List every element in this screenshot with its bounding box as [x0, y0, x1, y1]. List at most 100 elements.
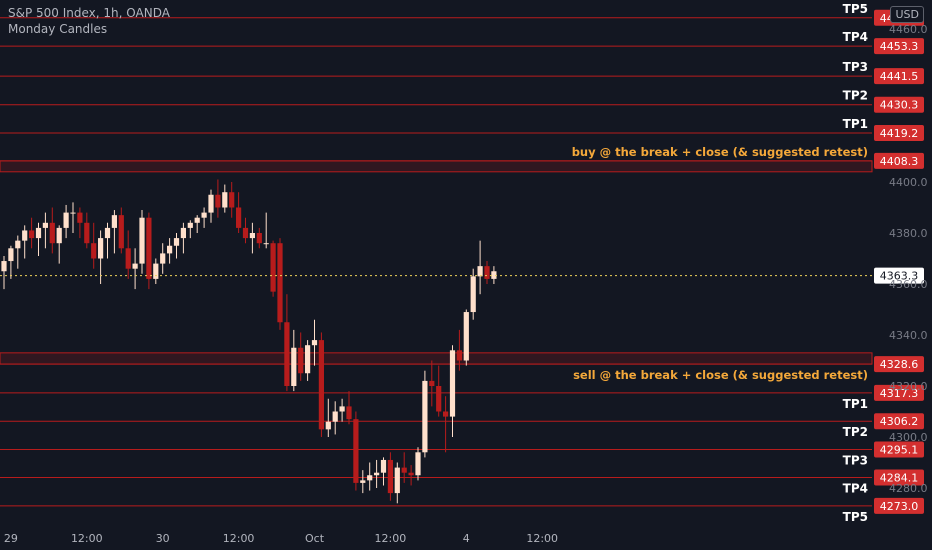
candle-body: [339, 406, 345, 412]
candle-body: [180, 227, 186, 239]
candle-body: [491, 271, 497, 279]
candle-body: [187, 222, 193, 228]
candle-body: [249, 233, 255, 239]
price-label-badge: [874, 96, 924, 113]
price-axis: 4460.0 4400.0 4380.0 4360.0 4340.0 4320.0 4300…: [889, 23, 928, 495]
candle-body: [132, 263, 138, 269]
level-lines: 4464.4TP54453.3TP44441.5TP34430.3TP24419…: [0, 2, 924, 524]
candle-body: [1, 261, 7, 272]
price-label: 4430.3: [880, 99, 919, 112]
candle-body: [346, 406, 352, 420]
candle-body: [118, 215, 124, 249]
candle-body: [56, 227, 62, 244]
candle-body: [429, 380, 435, 386]
candle-body: [374, 472, 380, 476]
price-tick-label: 4300.0: [889, 431, 928, 444]
candle-body: [387, 459, 393, 494]
price-label-badge: [874, 384, 924, 401]
candle-body: [380, 459, 387, 473]
price-label: 4306.2: [880, 415, 919, 428]
level-zone: [0, 352, 873, 365]
price-label: 4295.1: [880, 443, 919, 456]
time-tick-label: 12:00: [375, 532, 407, 545]
tp-label: TP3: [843, 453, 868, 467]
candle-body: [91, 243, 97, 259]
current-price-line: 4363.3: [0, 267, 924, 284]
price-label-badge: [874, 413, 924, 430]
candle-body: [77, 212, 83, 223]
time-axis: 29 12:00 30 12:00 Oct 12:00 4 12:00: [4, 532, 558, 545]
candle-body: [367, 475, 373, 481]
candle-body: [298, 347, 304, 374]
tp-label: TP2: [843, 89, 868, 103]
candle-body: [456, 350, 462, 361]
candle-body: [173, 238, 180, 246]
candle-body: [63, 212, 69, 228]
price-label: 4419.2: [880, 127, 919, 140]
tp-label: TP1: [843, 117, 868, 131]
price-label: 4273.0: [880, 500, 919, 513]
indicator-name: Monday Candles: [8, 22, 108, 36]
candle-body: [111, 215, 117, 228]
price-tick-label: 4280.0: [889, 482, 928, 495]
current-price-badge: [874, 267, 924, 284]
tp-label: TP4: [843, 482, 868, 496]
candle-body: [263, 243, 269, 245]
candle-body: [436, 386, 442, 412]
candle-body: [222, 192, 228, 208]
candle-body: [277, 243, 283, 323]
price-tick-label: 4340.0: [889, 329, 928, 342]
candle-body: [201, 212, 207, 218]
price-tick-label: 4360.0: [889, 278, 928, 291]
level-note: sell @ the break + close (& suggested re…: [573, 368, 868, 382]
price-label-badge: [874, 497, 924, 514]
candle-body: [236, 207, 242, 228]
candle-body: [256, 233, 262, 244]
price-label: 4317.3: [880, 387, 919, 400]
candle-body: [484, 266, 490, 279]
tp-label: TP5: [843, 510, 868, 524]
candle-body: [194, 217, 200, 223]
time-tick-label: 12:00: [71, 532, 103, 545]
price-tick-label: 4460.0: [889, 23, 928, 36]
candle-body: [229, 192, 235, 208]
time-tick-label: 12:00: [526, 532, 558, 545]
candle-body: [332, 411, 338, 422]
candle-body: [401, 467, 407, 473]
time-tick-label: 4: [463, 532, 470, 545]
candle-body: [394, 467, 400, 494]
candle-body: [139, 217, 145, 264]
candle-body: [84, 222, 90, 244]
candle-body: [29, 230, 35, 239]
candle-body: [70, 212, 76, 214]
candle-body: [242, 227, 249, 239]
time-tick-label: Oct: [305, 532, 325, 545]
currency-button[interactable]: USD: [890, 6, 924, 23]
candle-body: [125, 248, 131, 269]
candles: [1, 179, 497, 504]
candle-body: [443, 411, 449, 417]
candle-body: [42, 222, 48, 228]
candle-body: [325, 421, 331, 430]
candle-body: [415, 452, 421, 476]
candle-body: [318, 340, 324, 430]
price-label-badge: [874, 356, 924, 373]
current-price-label: 4363.3: [880, 270, 919, 283]
candle-body: [160, 253, 166, 264]
candle-body: [208, 194, 214, 213]
candle-body: [167, 245, 173, 254]
candle-body: [305, 345, 311, 374]
candle-body: [8, 248, 14, 262]
candle-body: [463, 312, 469, 361]
price-label-badge: [874, 68, 924, 85]
candle-body: [470, 276, 476, 313]
level-zone: [0, 160, 873, 173]
candle-body: [22, 230, 28, 241]
candle-body: [477, 266, 483, 277]
price-label: 4284.1: [880, 472, 919, 485]
candle-body: [49, 222, 55, 244]
price-tick-label: 4400.0: [889, 176, 928, 189]
candle-body: [15, 240, 21, 249]
tp-label: TP1: [843, 397, 868, 411]
